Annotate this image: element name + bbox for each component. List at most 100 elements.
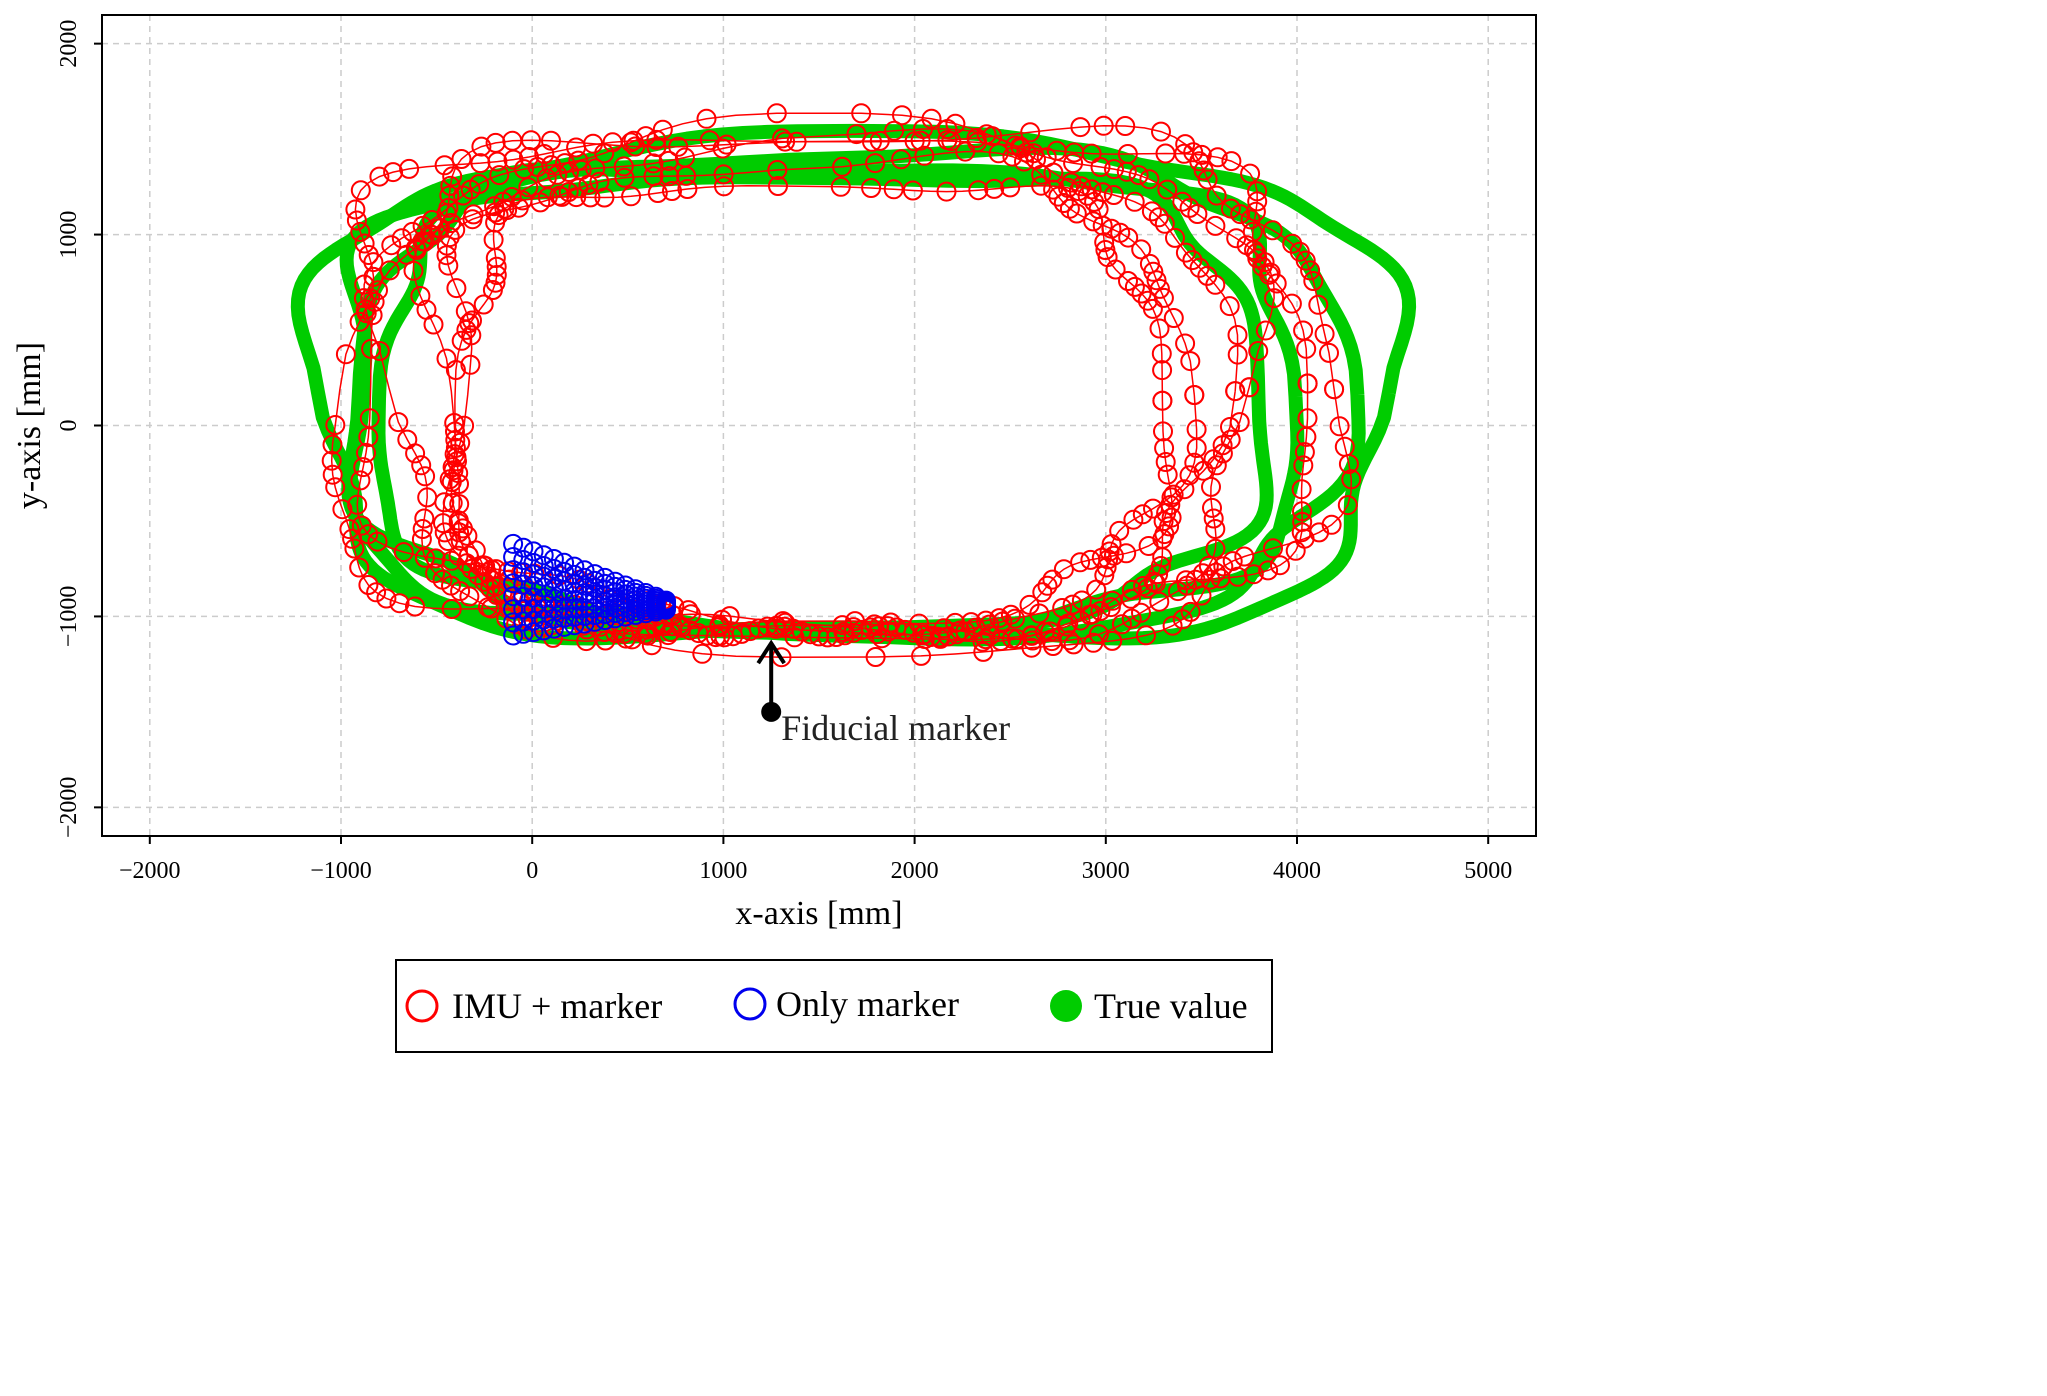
only-marker-point <box>625 579 646 600</box>
imu-marker-point <box>1227 325 1248 345</box>
imu-marker-point <box>359 408 380 429</box>
imu-marker-point <box>1291 479 1312 500</box>
imu-marker-point <box>1096 557 1117 578</box>
imu-marker-point <box>1221 151 1242 172</box>
imu-marker-point <box>448 463 469 484</box>
only-marker-point <box>543 578 564 599</box>
imu-marker-point <box>1131 283 1152 304</box>
imu-marker-point <box>485 132 506 153</box>
imu-marker-point <box>456 319 477 340</box>
imu-marker-point <box>1182 250 1203 271</box>
imu-marker-point <box>428 218 449 239</box>
imu-marker-point <box>594 187 615 208</box>
imu-marker-point <box>832 156 853 177</box>
x-tick-label: 4000 <box>1273 858 1321 884</box>
imu-marker-point <box>1258 560 1279 581</box>
imu-marker-point <box>1264 288 1285 309</box>
imu-marker-point <box>1131 239 1152 260</box>
imu-marker-point <box>766 103 787 124</box>
imu-marker-point <box>1151 121 1171 142</box>
imu-marker-point <box>1091 547 1112 568</box>
imu-marker-point <box>1227 344 1248 365</box>
imu-marker-point <box>613 156 634 177</box>
imu-marker-point <box>1161 487 1182 508</box>
only-marker-point <box>615 584 636 605</box>
imu-marker-point <box>356 442 376 463</box>
imu-marker-point <box>1116 543 1137 564</box>
only-marker-point <box>503 533 524 554</box>
imu-marker-point <box>379 260 400 281</box>
only-marker-point <box>523 541 544 562</box>
imu-marker-point <box>1157 179 1178 200</box>
imu-marker-point <box>1175 333 1196 354</box>
imu-marker-point <box>786 131 807 152</box>
only-marker-point <box>543 549 564 569</box>
imu-marker-point <box>1303 271 1324 291</box>
imu-marker-point <box>512 190 533 211</box>
imu-marker-point <box>1155 452 1176 472</box>
only-marker-point <box>513 537 534 558</box>
imu-marker-point <box>461 558 482 579</box>
imu-marker-point <box>1162 615 1183 636</box>
fiducial-marker-dot <box>761 701 782 722</box>
imu-marker-point <box>902 180 923 201</box>
imu-marker-point <box>443 460 464 481</box>
fiducial-annotation: Fiducial marker <box>756 639 1010 748</box>
imu-marker-point <box>369 166 390 187</box>
imu-marker-point <box>1118 271 1138 291</box>
imu-marker-point <box>541 155 562 176</box>
imu-marker-point <box>1021 637 1042 658</box>
imu-marker-point <box>425 548 446 569</box>
imu-marker-point <box>1297 408 1318 429</box>
imu-marker-point <box>486 256 507 277</box>
imu-marker-point <box>1180 351 1201 372</box>
x-tick-label: 5000 <box>1464 858 1512 884</box>
imu-marker-point <box>1059 198 1080 219</box>
imu-marker-point <box>332 499 353 520</box>
imu-marker-point <box>1293 320 1314 341</box>
imu-marker-point <box>1093 115 1114 136</box>
imu-marker-point <box>459 586 480 607</box>
imu-marker-point <box>358 245 379 265</box>
imu-marker-point <box>767 160 788 180</box>
legend-only-marker-swatch <box>733 987 767 1021</box>
imu-marker-point <box>1263 538 1283 559</box>
imu-marker-point <box>446 278 467 299</box>
imu-marker-point <box>411 455 432 476</box>
x-tick-label: 3000 <box>1082 858 1130 884</box>
imu-marker-point <box>1206 562 1226 583</box>
imu-marker-point <box>1297 373 1318 394</box>
imu-marker-point <box>1136 625 1156 646</box>
imu-marker-point <box>383 162 404 183</box>
only-marker-point <box>554 552 575 573</box>
only-marker-point <box>543 558 564 579</box>
imu-marker-point <box>1031 164 1052 185</box>
imu-marker-point <box>1243 564 1264 585</box>
imu-marker-point <box>322 434 343 455</box>
imu-marker-point <box>1110 222 1131 243</box>
imu-marker-point <box>1180 601 1201 622</box>
imu-marker-point <box>447 451 467 472</box>
imu-marker-point <box>784 627 805 648</box>
axis-ticks: −2000 −1000 0 1000 2000 3000 4000 5000 −2000 −100… <box>56 20 1512 884</box>
only-marker-point <box>523 587 544 608</box>
x-tick-label: 0 <box>526 858 538 884</box>
imu-marker-point <box>984 178 1005 199</box>
imu-marker-point <box>965 617 986 638</box>
imu-marker-point <box>678 600 699 621</box>
imu-marker-point <box>1152 390 1173 411</box>
imu-marker-point <box>1202 497 1222 518</box>
imu-marker-point <box>399 158 420 179</box>
only-marker-point <box>584 598 605 619</box>
imu-marker-point <box>1154 438 1175 459</box>
imu-marker-line <box>363 112 1275 642</box>
imu-marker-point <box>1141 201 1162 222</box>
imu-marker-point <box>1053 193 1074 213</box>
legend-imu-marker-swatch <box>405 989 439 1023</box>
imu-marker-point <box>1021 625 1042 646</box>
imu-marker-point <box>445 437 466 458</box>
only-marker-point <box>503 599 524 620</box>
imu-marker-point <box>482 280 503 300</box>
only-marker-point <box>513 623 534 644</box>
imu-marker-point <box>325 415 346 435</box>
